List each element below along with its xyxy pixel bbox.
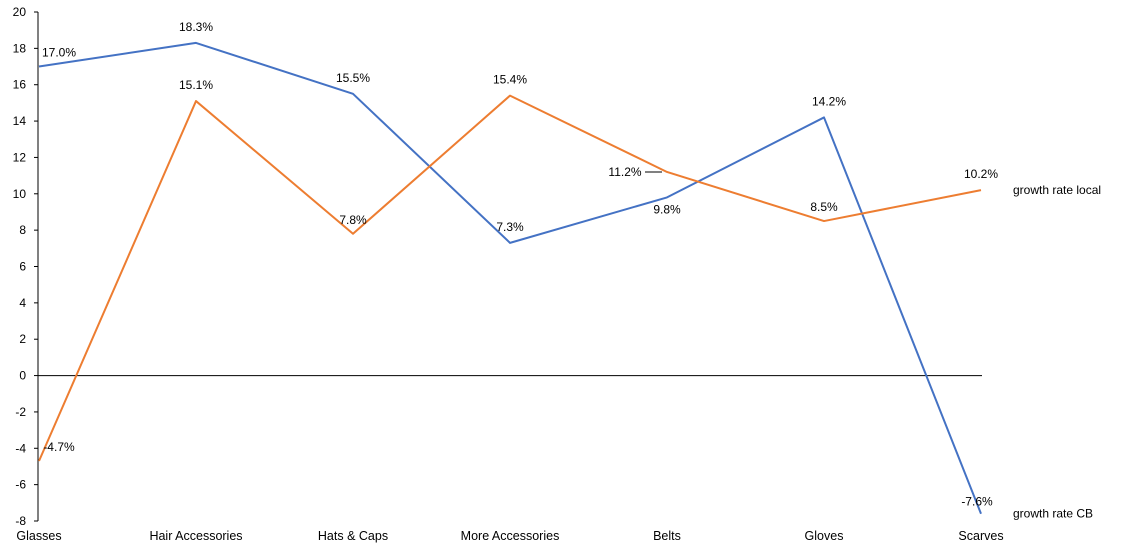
data-label: 15.5% xyxy=(336,71,370,85)
y-tick-label: 4 xyxy=(19,296,26,310)
y-tick-label: 20 xyxy=(13,5,27,19)
data-label: 15.4% xyxy=(493,73,527,87)
data-label: 7.3% xyxy=(496,220,524,234)
y-tick-label: -6 xyxy=(15,478,26,492)
data-label: 8.5% xyxy=(810,200,838,214)
x-category-label: Scarves xyxy=(958,529,1003,543)
y-tick-label: 8 xyxy=(19,223,26,237)
y-tick-label: -4 xyxy=(15,441,26,455)
y-tick-label: 6 xyxy=(19,260,26,274)
y-tick-label: -8 xyxy=(15,514,26,528)
y-tick-label: -2 xyxy=(15,405,26,419)
y-tick-label: 2 xyxy=(19,332,26,346)
data-label: 9.8% xyxy=(653,202,681,216)
data-label: 17.0% xyxy=(42,46,76,60)
y-tick-label: 14 xyxy=(13,114,27,128)
data-label: 7.8% xyxy=(339,213,367,227)
data-label: 11.2% xyxy=(608,165,641,179)
series-name-label: growth rate local xyxy=(1013,183,1101,197)
data-label: 18.3% xyxy=(179,20,213,34)
y-tick-label: 0 xyxy=(19,369,26,383)
y-tick-label: 10 xyxy=(13,187,27,201)
data-label: 14.2% xyxy=(812,94,846,108)
data-label: -7.6% xyxy=(961,495,993,509)
data-label: 10.2% xyxy=(964,167,998,181)
x-category-label: Hats & Caps xyxy=(318,529,388,543)
x-category-label: Belts xyxy=(653,529,681,543)
series-line-0 xyxy=(38,41,982,515)
x-category-label: More Accessories xyxy=(461,529,560,543)
x-category-label: Glasses xyxy=(16,529,61,543)
x-category-label: Hair Accessories xyxy=(149,529,242,543)
x-category-label: Gloves xyxy=(805,529,844,543)
series-line-1 xyxy=(38,94,982,462)
series-name-label: growth rate CB xyxy=(1013,507,1093,521)
y-tick-label: 12 xyxy=(13,150,27,164)
data-label: -4.7% xyxy=(43,440,75,454)
y-tick-label: 18 xyxy=(13,41,27,55)
data-label: 15.1% xyxy=(179,78,213,92)
y-tick-label: 16 xyxy=(13,78,27,92)
